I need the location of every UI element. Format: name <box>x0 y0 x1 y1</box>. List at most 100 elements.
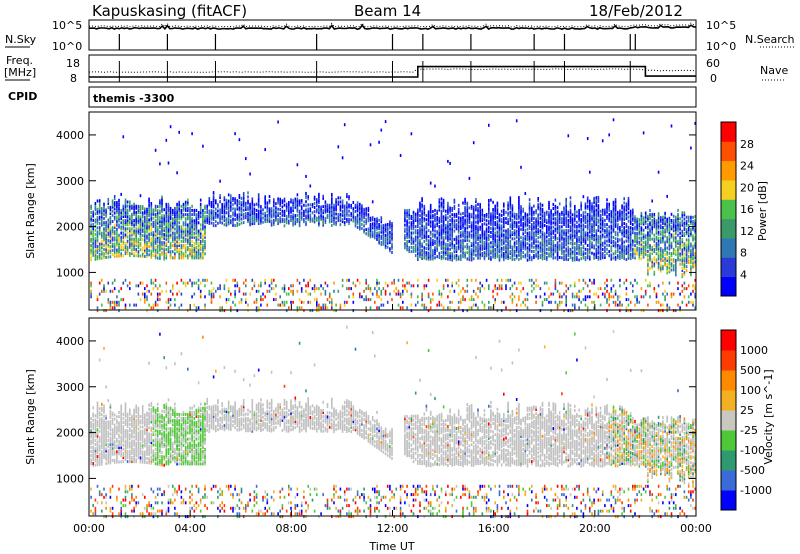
range-cell <box>197 217 200 221</box>
range-cell <box>531 241 533 245</box>
range-cell <box>576 210 578 214</box>
near-range-cell <box>316 309 318 313</box>
range-cell <box>273 214 275 218</box>
range-cell <box>481 227 484 231</box>
range-cell <box>294 216 297 220</box>
range-cell <box>543 248 546 252</box>
range-cell <box>464 226 466 230</box>
range-cell <box>111 228 114 232</box>
range-cell <box>131 237 133 241</box>
range-cell <box>204 211 206 214</box>
range-cell <box>515 246 518 250</box>
range-cell <box>227 218 230 222</box>
range-cell <box>442 217 445 221</box>
range-cell <box>202 221 204 225</box>
near-range-cell <box>619 295 621 299</box>
range-cell <box>107 220 110 224</box>
range-cell <box>148 253 150 257</box>
range-cell <box>440 203 443 207</box>
range-cell <box>292 198 294 202</box>
range-cell <box>273 218 275 222</box>
range-cell <box>165 219 168 223</box>
far-range-cell <box>249 172 251 176</box>
range-cell <box>475 206 477 210</box>
range-cell <box>236 215 239 219</box>
range-cell <box>550 217 552 221</box>
range-cell <box>451 231 453 235</box>
range-cell <box>421 222 423 225</box>
range-cell <box>251 213 254 217</box>
range-cell <box>133 206 135 210</box>
range-cell <box>318 201 320 204</box>
range-cell <box>406 223 408 227</box>
range-cell <box>178 254 180 258</box>
range-cell <box>167 221 170 225</box>
near-range-cell <box>285 292 288 296</box>
range-cell <box>614 206 617 210</box>
range-cell <box>223 214 226 218</box>
range-cell <box>90 246 92 250</box>
range-cell <box>113 197 116 201</box>
range-cell <box>509 225 512 229</box>
range-cell <box>150 245 153 249</box>
range-cell <box>632 243 634 247</box>
range-cell <box>90 250 92 254</box>
range-cell <box>447 234 449 238</box>
range-cell <box>554 223 557 227</box>
range-cell <box>475 204 477 208</box>
range-cell <box>257 199 260 203</box>
range-cell <box>380 216 383 220</box>
near-range-cell <box>593 292 595 296</box>
range-cell <box>593 229 595 233</box>
range-cell <box>597 212 600 216</box>
near-range-cell <box>627 298 630 302</box>
range-cell <box>417 249 419 253</box>
range-cell <box>131 219 133 222</box>
range-cell <box>161 201 163 205</box>
range-cell <box>322 205 324 209</box>
range-cell <box>548 213 550 217</box>
range-cell <box>434 219 436 223</box>
range-cell <box>103 248 105 251</box>
range-cell <box>496 244 499 248</box>
range-cell <box>503 254 505 258</box>
range-cell <box>574 213 576 217</box>
range-cell <box>408 233 410 237</box>
range-cell <box>189 250 191 254</box>
range-cell <box>612 215 615 219</box>
range-cell <box>318 215 320 219</box>
range-cell <box>292 223 294 227</box>
range-cell <box>193 208 196 212</box>
range-cell <box>152 243 155 247</box>
near-range-cell <box>421 303 423 307</box>
range-cell <box>617 254 619 258</box>
range-cell <box>571 250 574 254</box>
near-range-cell <box>292 284 294 288</box>
range-cell <box>586 244 589 247</box>
range-cell <box>595 233 598 237</box>
range-cell <box>103 223 105 227</box>
range-cell <box>479 254 481 258</box>
range-cell <box>492 253 494 257</box>
range-cell <box>515 241 518 245</box>
range-cell <box>137 229 140 233</box>
range-cell <box>455 235 458 239</box>
range-cell <box>384 238 387 241</box>
near-range-cell <box>569 284 572 288</box>
range-cell <box>505 252 507 256</box>
range-cell <box>528 206 531 210</box>
range-cell <box>483 218 486 222</box>
range-cell <box>103 208 105 212</box>
range-cell <box>548 207 550 211</box>
range-cell <box>113 203 116 207</box>
near-range-cell <box>316 303 318 307</box>
range-cell <box>275 214 277 218</box>
range-cell <box>571 256 574 260</box>
range-cell <box>146 215 148 219</box>
range-cell <box>189 233 191 237</box>
range-cell <box>212 224 215 228</box>
range-cell <box>604 253 606 257</box>
range-cell <box>101 219 103 223</box>
range-cell <box>206 219 208 222</box>
range-cell <box>494 241 496 245</box>
